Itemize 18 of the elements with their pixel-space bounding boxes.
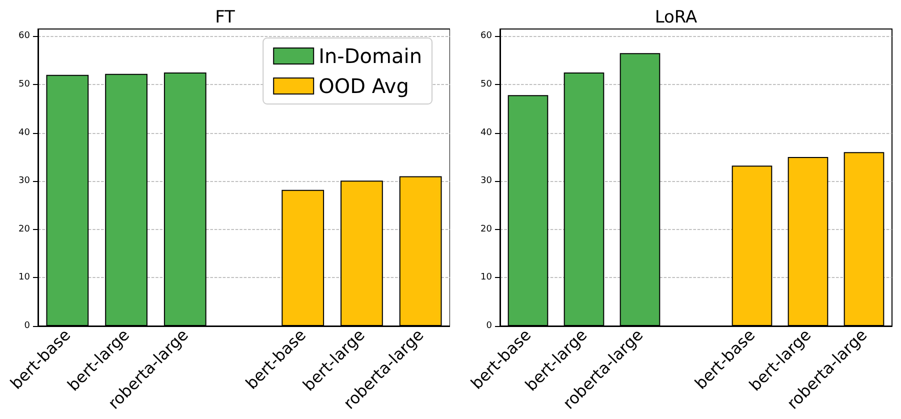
legend-label: OOD Avg — [318, 74, 409, 98]
y-tick-label: 20 — [480, 224, 492, 234]
y-tick-label: 40 — [18, 128, 30, 138]
chart-title: FT — [215, 8, 236, 28]
y-tick-label: 50 — [480, 80, 492, 90]
y-tick-label: 30 — [480, 176, 492, 186]
y-tick-label: 40 — [480, 128, 492, 138]
chart-title: LoRA — [654, 8, 698, 28]
y-tick-label: 60 — [18, 31, 30, 42]
y-tick-label: 20 — [18, 224, 30, 234]
legend-label: In-Domain — [318, 44, 422, 68]
y-tick-label: 50 — [18, 80, 30, 90]
y-tick-label: 0 — [486, 321, 492, 331]
y-tick-label: 30 — [18, 176, 30, 186]
y-tick-label: 10 — [480, 272, 492, 283]
y-tick-label: 60 — [480, 31, 492, 42]
y-tick-label: 10 — [18, 272, 30, 283]
y-tick-label: 0 — [24, 321, 30, 331]
